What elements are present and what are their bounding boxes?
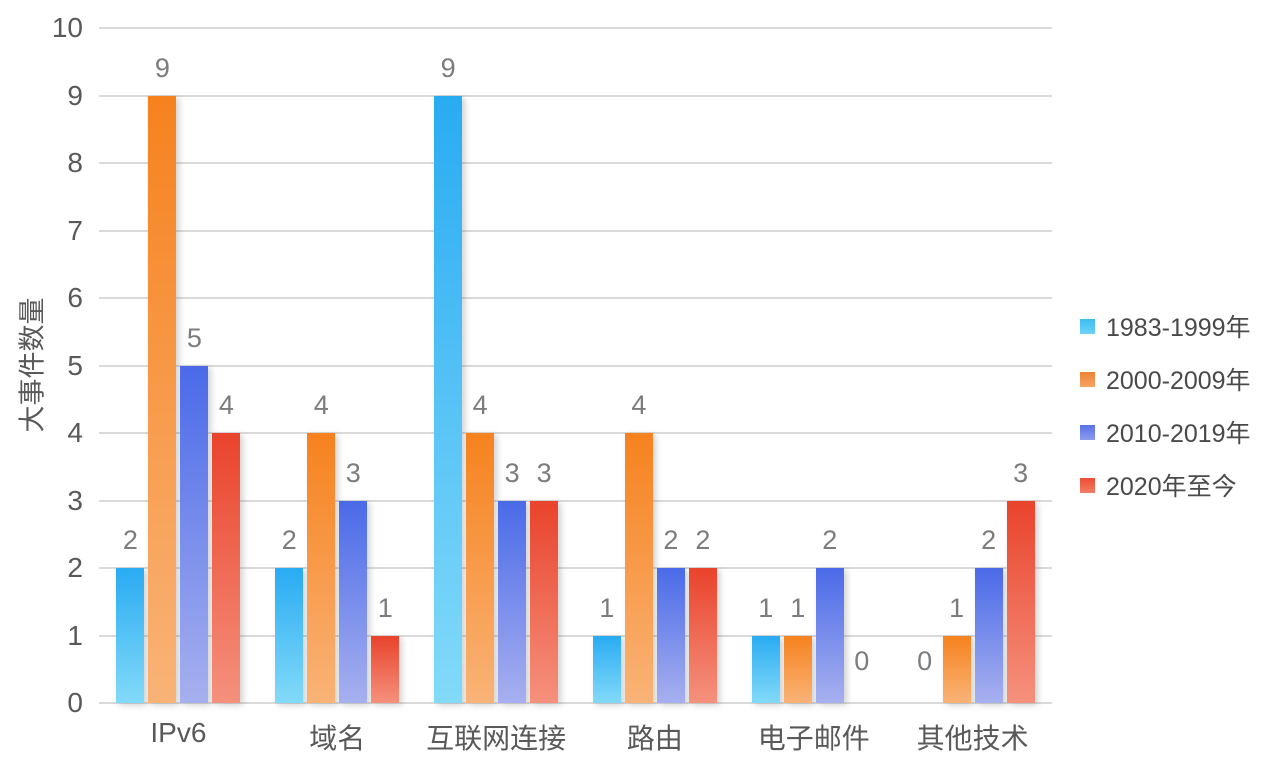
bar	[275, 568, 304, 703]
legend-label: 2020年至今	[1106, 473, 1237, 501]
legend-label: 2000-2009年	[1106, 367, 1251, 395]
bar	[624, 433, 653, 703]
bar	[688, 568, 717, 703]
bar-value-label: 2	[281, 525, 297, 555]
legend-label: 2010-2019年	[1106, 420, 1251, 448]
bar-value-label: 4	[631, 390, 647, 420]
legend-item: 2010-2019年	[1080, 414, 1251, 450]
gridline	[99, 634, 1052, 637]
bar-value-label: 1	[758, 592, 774, 623]
gridline	[99, 364, 1052, 367]
x-category-label: 电子邮件	[757, 723, 870, 754]
bar	[974, 568, 1003, 703]
gridline	[99, 432, 1052, 434]
x-category-label: 域名	[309, 723, 366, 754]
gridline	[99, 297, 1052, 299]
legend-swatch	[1080, 424, 1095, 440]
bar-value-label: 3	[345, 457, 361, 488]
y-tick-label: 1	[67, 619, 83, 651]
bar	[751, 635, 780, 703]
bar	[148, 95, 177, 703]
y-tick-label: 9	[67, 79, 83, 111]
gridline	[99, 702, 1052, 704]
bar-value-label: 1	[949, 592, 965, 623]
bar	[116, 568, 145, 703]
bar	[212, 433, 241, 703]
bar-value-label: 4	[313, 390, 329, 420]
x-category-label: 其他技术	[916, 723, 1029, 754]
bar-value-label: 3	[1013, 457, 1029, 488]
y-tick-label: 7	[67, 214, 83, 246]
bar	[656, 568, 685, 703]
y-tick-label: 5	[67, 349, 83, 381]
bar-value-label: 1	[790, 592, 806, 623]
bar-value-label: 2	[695, 525, 711, 555]
bar	[466, 433, 495, 703]
bar-value-label: 2	[122, 525, 138, 555]
x-category-label: 路由	[626, 723, 683, 754]
y-tick-label: 10	[51, 12, 83, 43]
gridline	[99, 229, 1052, 232]
y-tick-label: 6	[67, 282, 83, 313]
gridline	[99, 499, 1052, 502]
gridline	[99, 27, 1052, 29]
bar-value-label: 1	[599, 592, 615, 623]
y-tick-label: 4	[67, 417, 83, 448]
bar-value-label: 1	[377, 592, 393, 623]
bar	[783, 635, 812, 703]
bar	[592, 635, 621, 703]
bar-value-label: 5	[186, 322, 202, 353]
bar	[371, 635, 400, 703]
y-tick-label: 2	[67, 552, 83, 583]
bar-value-label: 2	[981, 525, 997, 555]
bar-value-label: 0	[917, 646, 933, 676]
gridline	[99, 94, 1052, 97]
bar-value-label: 4	[472, 390, 488, 420]
legend-swatch	[1080, 477, 1095, 493]
x-category-label: IPv6	[150, 717, 207, 748]
bar	[942, 635, 971, 703]
gridline	[99, 162, 1052, 164]
bar-value-label: 2	[663, 525, 679, 555]
legend-swatch	[1080, 371, 1095, 387]
bar-value-label: 0	[854, 646, 870, 676]
legend-swatch	[1080, 318, 1095, 334]
x-category-label: 互联网连接	[426, 723, 567, 754]
legend-item: 2020年至今	[1080, 467, 1251, 503]
bar-value-label: 3	[504, 457, 520, 488]
gridline	[99, 567, 1052, 569]
bar	[434, 95, 463, 703]
legend-label: 1983-1999年	[1106, 314, 1251, 342]
bar-value-label: 9	[154, 52, 170, 83]
y-axis-title: 大事件数量	[17, 297, 48, 433]
legend: 1983-1999年 2000-2009年 2010-2019年 2020年至今	[1080, 308, 1251, 503]
bar	[307, 433, 336, 703]
bar-value-label: 2	[822, 525, 838, 555]
bar	[530, 500, 559, 703]
legend-item: 2000-2009年	[1080, 361, 1251, 397]
bar	[1006, 500, 1035, 703]
bar-value-label: 4	[218, 390, 234, 420]
bar-value-label: 9	[440, 52, 456, 83]
bar-value-label: 3	[536, 457, 552, 488]
y-tick-label: 0	[67, 687, 83, 718]
legend-item: 1983-1999年	[1080, 308, 1251, 344]
bar	[180, 365, 209, 703]
bar	[339, 500, 368, 703]
bar	[815, 568, 844, 703]
y-tick-label: 8	[67, 147, 83, 178]
y-tick-label: 3	[67, 484, 83, 516]
bar	[498, 500, 527, 703]
